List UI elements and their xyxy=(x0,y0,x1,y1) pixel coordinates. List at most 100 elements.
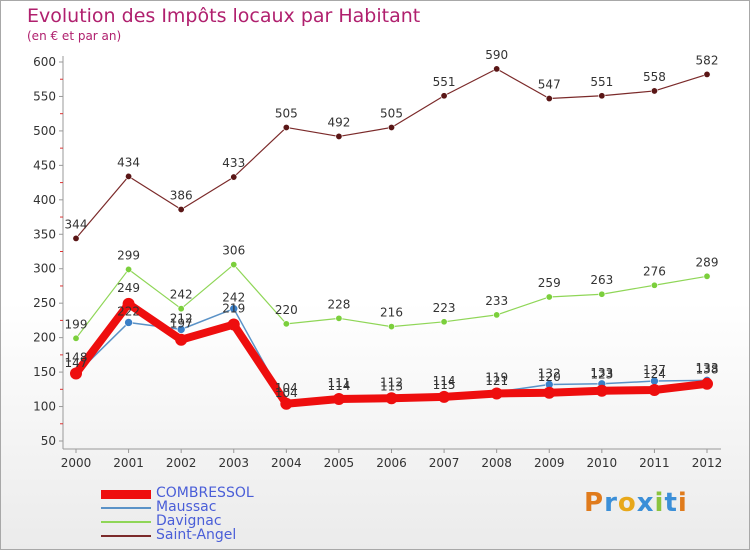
legend-item-combressol: COMBRESSOL xyxy=(101,485,341,501)
data-label-maussac: 242 xyxy=(222,291,245,305)
point-combressol xyxy=(438,390,451,403)
point-davignac xyxy=(387,323,395,331)
y-tick-label: 350 xyxy=(33,227,56,241)
x-tick-label: 2005 xyxy=(324,456,355,470)
data-label-saint-angel: 492 xyxy=(327,115,350,129)
data-label-saint-angel: 590 xyxy=(485,48,508,62)
point-saint-angel xyxy=(545,95,553,103)
y-tick-label: 300 xyxy=(33,262,56,276)
x-tick-label: 2008 xyxy=(481,456,512,470)
logo-letter: x xyxy=(636,488,655,518)
y-tick-label: 200 xyxy=(33,331,56,345)
x-tick-label: 2011 xyxy=(639,456,670,470)
logo-letter: i xyxy=(677,488,688,518)
data-label-saint-angel: 551 xyxy=(590,75,613,89)
data-label-combressol: 148 xyxy=(65,350,88,364)
data-label-combressol: 124 xyxy=(643,367,666,381)
legend-item-saint-angel: Saint-Angel xyxy=(101,527,341,543)
x-tick-label: 2002 xyxy=(166,456,197,470)
data-label-combressol: 219 xyxy=(222,302,245,316)
point-saint-angel xyxy=(703,70,711,78)
logo-letter: P xyxy=(584,488,605,518)
point-maussac xyxy=(176,325,186,334)
legend-swatch xyxy=(101,489,151,499)
data-label-saint-angel: 505 xyxy=(275,106,298,120)
proxiti-logo: Proxiti xyxy=(584,488,688,518)
point-davignac xyxy=(72,334,80,342)
point-combressol xyxy=(543,386,556,399)
point-saint-angel xyxy=(230,173,238,181)
point-davignac xyxy=(650,281,658,289)
data-label-combressol: 120 xyxy=(538,370,561,384)
legend-swatch xyxy=(101,535,151,537)
point-davignac xyxy=(335,314,343,322)
x-tick-label: 2012 xyxy=(692,456,723,470)
data-label-maussac: 113 xyxy=(380,380,403,394)
legend-label: Maussac xyxy=(156,499,217,515)
data-label-combressol: 197 xyxy=(170,317,193,331)
data-label-davignac: 233 xyxy=(485,294,508,308)
data-label-maussac: 132 xyxy=(538,366,561,380)
y-tick-label: 400 xyxy=(33,193,56,207)
legend-label: COMBRESSOL xyxy=(156,485,254,501)
data-label-davignac: 276 xyxy=(643,264,666,278)
data-label-davignac: 299 xyxy=(117,248,140,262)
point-combressol xyxy=(70,367,82,380)
x-tick-label: 2004 xyxy=(271,456,302,470)
data-label-maussac: 138 xyxy=(696,362,719,376)
y-tick-label: 150 xyxy=(33,365,56,379)
data-label-saint-angel: 433 xyxy=(222,156,245,170)
data-label-saint-angel: 558 xyxy=(643,70,666,84)
point-saint-angel xyxy=(282,123,290,131)
logo-letter: t xyxy=(664,488,678,518)
data-label-saint-angel: 434 xyxy=(117,155,140,169)
point-davignac xyxy=(125,265,133,273)
data-label-saint-angel: 505 xyxy=(380,106,403,120)
point-combressol xyxy=(175,333,188,346)
x-tick-label: 2003 xyxy=(218,456,249,470)
data-label-davignac: 228 xyxy=(327,297,350,311)
data-label-combressol: 249 xyxy=(117,281,140,295)
data-label-saint-angel: 551 xyxy=(433,75,456,89)
data-label-combressol: 112 xyxy=(380,375,403,389)
legend-item-maussac: Maussac xyxy=(101,499,341,515)
point-combressol xyxy=(648,384,661,397)
logo-letter: o xyxy=(617,488,637,518)
data-label-davignac: 199 xyxy=(65,317,88,331)
data-label-saint-angel: 547 xyxy=(538,78,561,92)
data-label-maussac: 104 xyxy=(275,386,298,400)
logo-letter: i xyxy=(654,488,665,518)
point-combressol xyxy=(701,377,713,390)
point-saint-angel xyxy=(335,132,343,140)
legend-item-davignac: Davignac xyxy=(101,513,341,529)
data-label-maussac: 115 xyxy=(433,378,456,392)
x-tick-label: 2010 xyxy=(587,456,618,470)
point-combressol xyxy=(595,384,608,397)
chart-subtitle: (en € et par an) xyxy=(27,29,122,43)
data-label-davignac: 223 xyxy=(433,301,456,315)
data-label-combressol: 123 xyxy=(590,368,613,382)
data-label-combressol: 119 xyxy=(485,370,508,384)
point-davignac xyxy=(703,272,711,280)
legend-label: Saint-Angel xyxy=(156,527,237,543)
legend-swatch xyxy=(101,521,151,523)
x-tick-label: 2001 xyxy=(113,456,144,470)
data-label-davignac: 306 xyxy=(222,244,245,258)
x-tick-label: 2009 xyxy=(534,456,565,470)
data-label-combressol: 104 xyxy=(275,381,298,395)
point-davignac xyxy=(282,320,290,328)
point-combressol xyxy=(332,392,345,405)
data-label-maussac: 137 xyxy=(643,363,666,377)
point-combressol xyxy=(122,297,135,310)
point-combressol xyxy=(490,387,503,400)
legend: COMBRESSOL Maussac Davignac Saint-Angel xyxy=(101,485,341,543)
data-label-maussac: 133 xyxy=(590,366,613,380)
data-label-davignac: 263 xyxy=(590,273,613,287)
data-labels: 344 434 386 433 505 492 505 551 590 547 551 558 582 1… xyxy=(65,48,719,400)
y-tick-label: 500 xyxy=(33,124,56,138)
point-combressol xyxy=(280,397,293,410)
y-tick-label: 100 xyxy=(33,400,56,414)
logo-letter: r xyxy=(604,488,618,518)
point-combressol xyxy=(385,392,398,405)
